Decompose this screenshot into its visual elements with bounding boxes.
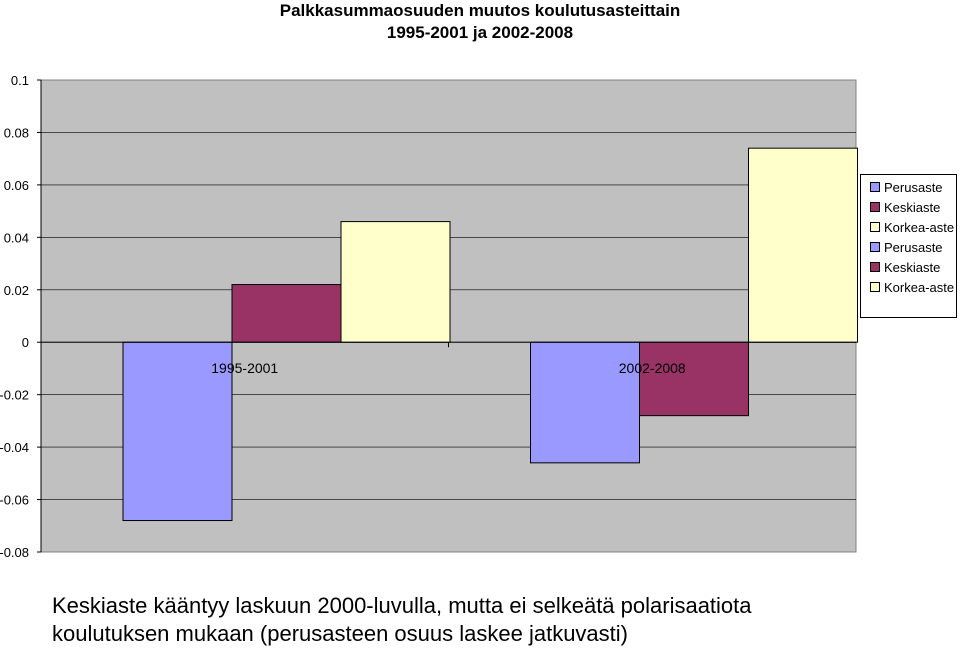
bar bbox=[748, 147, 858, 343]
bar bbox=[639, 341, 749, 417]
legend-item: Korkea-aste bbox=[861, 277, 956, 297]
y-tick-label: 0.08 bbox=[4, 125, 29, 140]
bar bbox=[231, 284, 342, 343]
bar bbox=[530, 341, 640, 464]
legend-label: Korkea-aste bbox=[884, 219, 955, 235]
legend-label: Keskiaste bbox=[884, 199, 941, 215]
legend-label: Perusaste bbox=[884, 179, 943, 195]
chart-legend: Perusaste Keskiaste Korkea-aste Perusaste Ke… bbox=[860, 174, 957, 318]
legend-item: Keskiaste bbox=[861, 257, 956, 277]
legend-label: Perusaste bbox=[884, 239, 943, 255]
legend-label: Korkea-aste bbox=[884, 279, 955, 295]
bar-chart: 0.1 0.08 0.06 0.04 0.02 0 -0.02 -0.04 -0.06 -0.08… bbox=[0, 73, 858, 560]
y-tick-label: 0.1 bbox=[11, 73, 29, 88]
y-tick-label: -0.08 bbox=[0, 545, 29, 560]
y-tick-label: 0.04 bbox=[4, 230, 29, 245]
y-tick-label: -0.02 bbox=[0, 388, 29, 403]
chart-title: Palkkasummaosuuden muutos koulutusasteit… bbox=[279, 1, 681, 20]
x-tick-label: 1995-2001 bbox=[211, 360, 278, 376]
y-tick-label: 0 bbox=[22, 335, 29, 350]
legend-item: Perusaste bbox=[861, 237, 956, 257]
y-tick-label: 0.06 bbox=[4, 178, 29, 193]
caption-line-2: koulutuksen mukaan (perusasteen osuus la… bbox=[52, 621, 628, 646]
legend-item: Keskiaste bbox=[861, 197, 956, 217]
legend-swatch bbox=[870, 202, 880, 212]
chart-subtitle: 1995-2001 ja 2002-2008 bbox=[386, 23, 574, 42]
legend-label: Keskiaste bbox=[884, 259, 941, 275]
legend-item: Perusaste bbox=[861, 177, 956, 197]
y-tick-label: -0.06 bbox=[0, 493, 29, 508]
caption: Keskiaste kääntyy laskuun 2000-luvulla, … bbox=[52, 592, 752, 648]
x-tick-label: 2002-2008 bbox=[619, 360, 686, 376]
legend-item: Korkea-aste bbox=[861, 217, 956, 237]
legend-swatch bbox=[870, 262, 880, 272]
legend-swatch bbox=[870, 282, 880, 292]
y-tick-label: 0.02 bbox=[4, 283, 29, 298]
legend-swatch bbox=[870, 182, 880, 192]
legend-swatch bbox=[870, 242, 880, 252]
caption-line-1: Keskiaste kääntyy laskuun 2000-luvulla, … bbox=[52, 593, 752, 618]
legend-swatch bbox=[870, 222, 880, 232]
bar bbox=[340, 221, 451, 343]
y-tick-label: -0.04 bbox=[0, 440, 29, 455]
